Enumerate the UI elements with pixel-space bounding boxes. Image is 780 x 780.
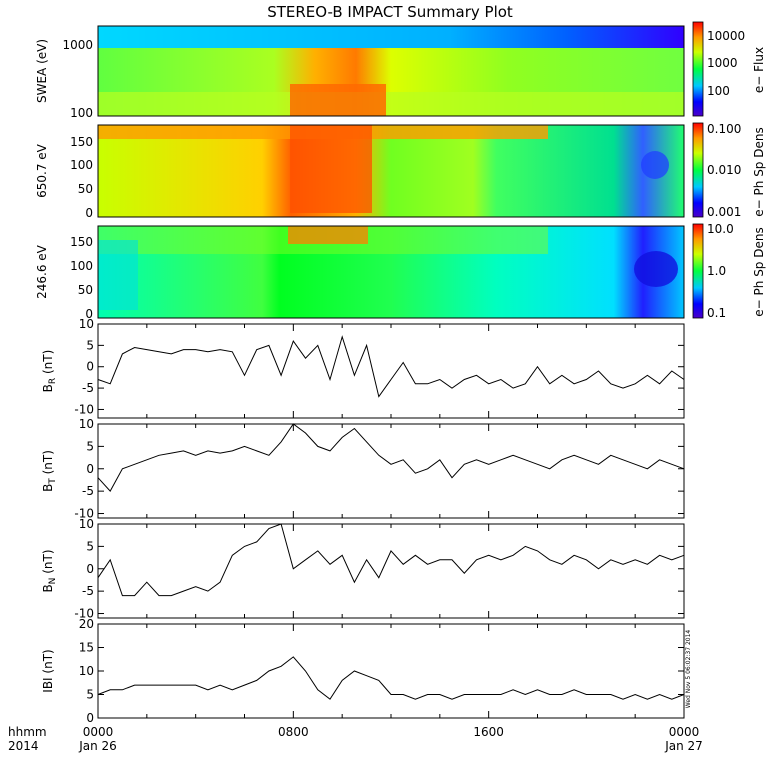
e650-ytick-50: 50 — [78, 182, 93, 196]
br-frame — [97, 323, 685, 419]
e650-frame — [97, 124, 685, 218]
swea-ytick-1000: 1000 — [62, 38, 93, 52]
line-panel-bn: 10 5 0 -5 -10 BN (nT) — [41, 517, 685, 621]
br-ytick-label: 10 — [79, 317, 94, 331]
e246-colorbar — [692, 223, 704, 319]
bt-ytick-label: 10 — [79, 417, 94, 431]
bmag-ylabel: IBI (nT) — [41, 649, 55, 692]
bn-ytick-label: 10 — [79, 517, 94, 531]
e246-colorbar-tick-bottom: 0.1 — [707, 306, 726, 320]
year-label: 2014 — [8, 739, 39, 753]
e246-colorbar-tick-top: 10.0 — [707, 222, 734, 236]
bn-series-line — [97, 523, 685, 597]
e246-colorbar-label: e− Ph Sp Dens — [752, 227, 766, 316]
br-ytick-label: -5 — [82, 381, 94, 395]
br-ytick-label: 0 — [86, 360, 94, 374]
e650-colorbar-label: e− Ph Sp Dens — [752, 127, 766, 216]
date-tick-label: Jan 26 — [78, 739, 117, 753]
bn-ylabel: BN (nT) — [41, 549, 58, 592]
timestamp-stamp: Wed Nov 5 06:02:37 2014 — [685, 630, 692, 709]
bmag-series-line — [97, 656, 685, 700]
page-title: STEREO-B IMPACT Summary Plot — [267, 3, 513, 21]
swea-heatmap-low-band — [98, 92, 684, 116]
bt-series-line — [97, 423, 685, 492]
e650-colorbar-tick-bottom: 0.001 — [707, 205, 741, 219]
time-tick-label: 0800 — [278, 725, 309, 739]
swea-colorbar-tick-10000: 10000 — [707, 29, 745, 43]
swea-heatmap-hot-region — [290, 84, 386, 116]
e246-frame — [97, 225, 685, 319]
swea-ylabel: SWEA (eV) — [35, 39, 49, 103]
swea-ytick-100: 100 — [70, 106, 93, 120]
swea-colorbar-label: e− Flux — [752, 47, 766, 93]
time-tick-label: 1600 — [473, 725, 504, 739]
bt-ytick-label: -5 — [82, 484, 94, 498]
swea-heatmap-top-band — [98, 26, 684, 48]
e246-ylabel: 246.6 eV — [35, 244, 49, 299]
time-tick-label: 0000 — [83, 725, 114, 739]
e650-heatmap-body — [98, 125, 684, 217]
bmag-ytick-label: 5 — [86, 688, 94, 702]
br-ylabel: BR (nT) — [41, 350, 58, 393]
bmag-ytick-label: 0 — [86, 711, 94, 725]
swea-colorbar-tick-100: 100 — [707, 84, 730, 98]
swea-frame — [97, 25, 685, 117]
bt-ytick-label: 0 — [86, 462, 94, 476]
swea-colorbar-tick-1000: 1000 — [707, 56, 738, 70]
e650-ylabel: 650.7 eV — [35, 143, 49, 198]
e650-ytick-0: 0 — [85, 206, 93, 220]
br-ytick-label: 5 — [86, 338, 94, 352]
bmag-ytick-label: 20 — [79, 617, 94, 631]
e650-colorbar-tick-mid: 0.010 — [707, 163, 741, 177]
br-series-line — [97, 335, 685, 398]
bn-ytick-label: 0 — [86, 562, 94, 576]
e246-heatmap-hot-region — [288, 226, 368, 244]
bmag-frame — [97, 623, 685, 719]
swea-colorbar — [692, 21, 704, 117]
swea-spectrogram: SWEA (eV) 1000 100 10000 1000 100 e− Flu… — [35, 21, 766, 120]
br-ytick-label: -10 — [74, 402, 94, 416]
e246-heatmap-left-band — [98, 240, 138, 310]
line-panel-br: 10 5 0 -5 -10 BR (nT) — [41, 317, 685, 419]
e650-colorbar — [692, 122, 704, 218]
bmag-ytick-label: 10 — [79, 664, 94, 678]
e650-ytick-150: 150 — [70, 135, 93, 149]
bn-frame — [97, 523, 685, 619]
hhmm-label: hhmm — [8, 725, 47, 739]
e650-heatmap-blue-spot — [641, 151, 669, 179]
e650-colorbar-tick-top: 0.100 — [707, 122, 741, 136]
line-panel-bmag: 20 15 10 5 0 IBI (nT) — [41, 617, 685, 725]
bmag-ytick-label: 15 — [79, 641, 94, 655]
bn-ytick-label: -10 — [74, 607, 94, 621]
bt-ytick-label: 5 — [86, 439, 94, 453]
e650-ytick-100: 100 — [70, 158, 93, 172]
e246-ytick-0: 0 — [85, 307, 93, 321]
date-tick-label: Jan 27 — [664, 739, 703, 753]
bt-ylabel: BT (nT) — [41, 450, 58, 492]
bn-ytick-label: -5 — [82, 584, 94, 598]
e650-spectrogram: 650.7 eV 150 100 50 0 0.100 0.010 0.001 … — [35, 122, 766, 220]
e246-heatmap-blue-spot — [634, 251, 678, 287]
e246-colorbar-tick-mid: 1.0 — [707, 264, 726, 278]
e650-heatmap-hot-region — [290, 125, 372, 213]
bt-frame — [97, 423, 685, 519]
e246-ytick-150: 150 — [70, 235, 93, 249]
bt-ytick-label: -10 — [74, 507, 94, 521]
e246-ytick-50: 50 — [78, 283, 93, 297]
e246-spectrogram: 246.6 eV 150 100 50 0 10.0 1.0 0.1 e− Ph… — [35, 222, 766, 321]
e246-ytick-100: 100 — [70, 259, 93, 273]
line-panel-bt: 10 5 0 -5 -10 BT (nT) — [41, 417, 685, 521]
bn-ytick-label: 5 — [86, 539, 94, 553]
time-tick-label: 0000 — [669, 725, 700, 739]
